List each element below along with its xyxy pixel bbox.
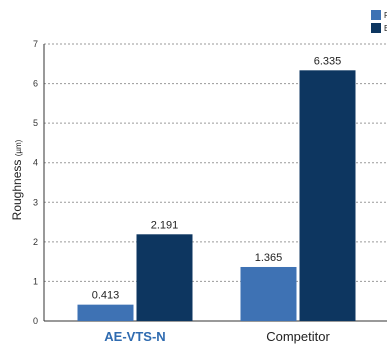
y-tick-label: 1	[33, 276, 38, 286]
y-tick-label: 7	[33, 39, 38, 49]
y-axis-title-main: Roughness	[10, 160, 24, 221]
legend-label-0: F	[384, 11, 387, 20]
y-axis-ticks: 0 1 2 3 4 5 6 7	[33, 39, 38, 326]
bar-value-label: 0.413	[92, 290, 120, 302]
y-tick-label: 5	[33, 118, 38, 128]
bar-value-label: 6.335	[314, 55, 342, 67]
bar-value-label: 1.365	[255, 252, 283, 264]
x-category-label: Competitor	[266, 329, 330, 344]
bar-ae-vts-n-series-1	[136, 234, 193, 321]
bars	[77, 70, 356, 321]
bar-competitor-series-1	[299, 70, 356, 321]
bar-competitor-series-0	[240, 266, 297, 321]
bar-value-label: 2.191	[151, 219, 179, 231]
category-labels: AE-VTS-N Competitor	[104, 329, 330, 344]
bar-ae-vts-n-series-0	[77, 304, 134, 321]
y-axis-title-unit: (µm)	[14, 139, 23, 156]
y-tick-label: 2	[33, 237, 38, 247]
legend-swatch-1	[371, 23, 381, 33]
y-tick-label: 4	[33, 158, 38, 168]
data-labels: 0.413 2.191 1.365 6.335	[92, 55, 342, 301]
legend: FE	[371, 10, 387, 33]
y-tick-label: 0	[33, 316, 38, 326]
y-tick-label: 6	[33, 79, 38, 89]
x-category-label: AE-VTS-N	[104, 329, 165, 344]
y-axis-title: Roughness (µm)	[10, 139, 24, 220]
legend-label-1: E	[384, 24, 387, 33]
legend-swatch-0	[371, 10, 381, 20]
y-tick-label: 3	[33, 197, 38, 207]
